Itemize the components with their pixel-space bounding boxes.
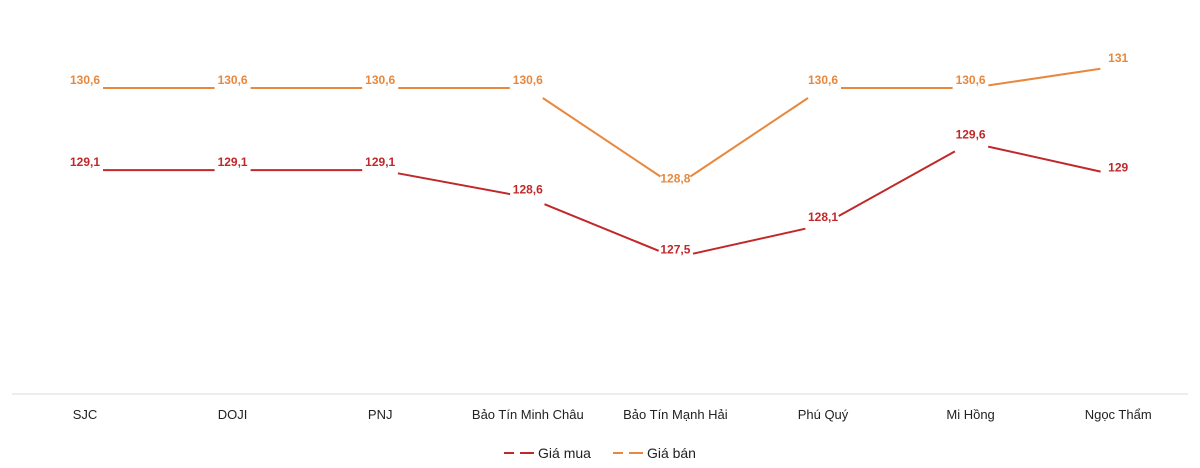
data-label: 129 [1108, 161, 1128, 175]
data-label: 130,6 [365, 73, 395, 87]
x-tick-label: DOJI [218, 407, 248, 422]
data-label: 129,1 [365, 155, 395, 169]
series-segment [542, 97, 661, 178]
data-label: 128,1 [808, 210, 838, 224]
data-label: 129,1 [70, 155, 100, 169]
series-segment [988, 67, 1101, 87]
series-segment [838, 150, 956, 217]
series-gia-ban: 130,6 130,6 130,6 130,6 128,8 130,6 130,6 131 [70, 51, 1129, 185]
series-segment [397, 172, 511, 196]
series-gia-mua: 129,1 129,1 129,1 128,6 127,5 128,1 129,6 129 [70, 128, 1129, 257]
x-tick-label: Bảo Tín Minh Châu [472, 407, 584, 422]
data-label: 127,5 [660, 243, 690, 257]
series-segment [544, 203, 660, 252]
series-segment [987, 145, 1101, 173]
data-label: 128,8 [660, 171, 690, 185]
legend-swatch-buy-icon [504, 447, 535, 459]
x-tick-label: SJC [73, 407, 98, 422]
legend-item-buy[interactable]: Giá mua [504, 445, 591, 461]
legend-label-sell: Giá bán [646, 445, 696, 461]
legend-swatch-sell-icon [612, 447, 643, 459]
data-label: 128,6 [513, 182, 543, 196]
data-label: 130,6 [513, 73, 543, 87]
data-label: 130,6 [956, 73, 986, 87]
x-tick-label: Mi Hồng [946, 407, 994, 422]
data-label: 130,6 [218, 73, 248, 87]
legend-label-buy: Giá mua [538, 445, 591, 461]
series-segment [692, 227, 806, 255]
x-axis-ticks: SJC DOJI PNJ Bảo Tín Minh Châu Bảo Tín Mạnh … [73, 407, 1152, 422]
x-tick-label: Ngọc Thẩm [1085, 407, 1152, 422]
data-label: 129,6 [956, 128, 986, 142]
data-label: 131 [1108, 51, 1128, 65]
series-segment [689, 97, 809, 178]
series-layer: 129,1 129,1 129,1128,6127,5128,1129,612913… [70, 51, 1129, 256]
x-tick-label: Bảo Tín Mạnh Hải [623, 407, 728, 422]
legend: Giá mua Giá bán [0, 445, 1200, 461]
data-label: 130,6 [70, 73, 100, 87]
x-tick-label: Phú Quý [798, 407, 849, 422]
x-tick-label: PNJ [368, 407, 393, 422]
legend-item-sell[interactable]: Giá bán [612, 445, 696, 461]
data-label: 130,6 [808, 73, 838, 87]
data-label: 129,1 [218, 155, 248, 169]
